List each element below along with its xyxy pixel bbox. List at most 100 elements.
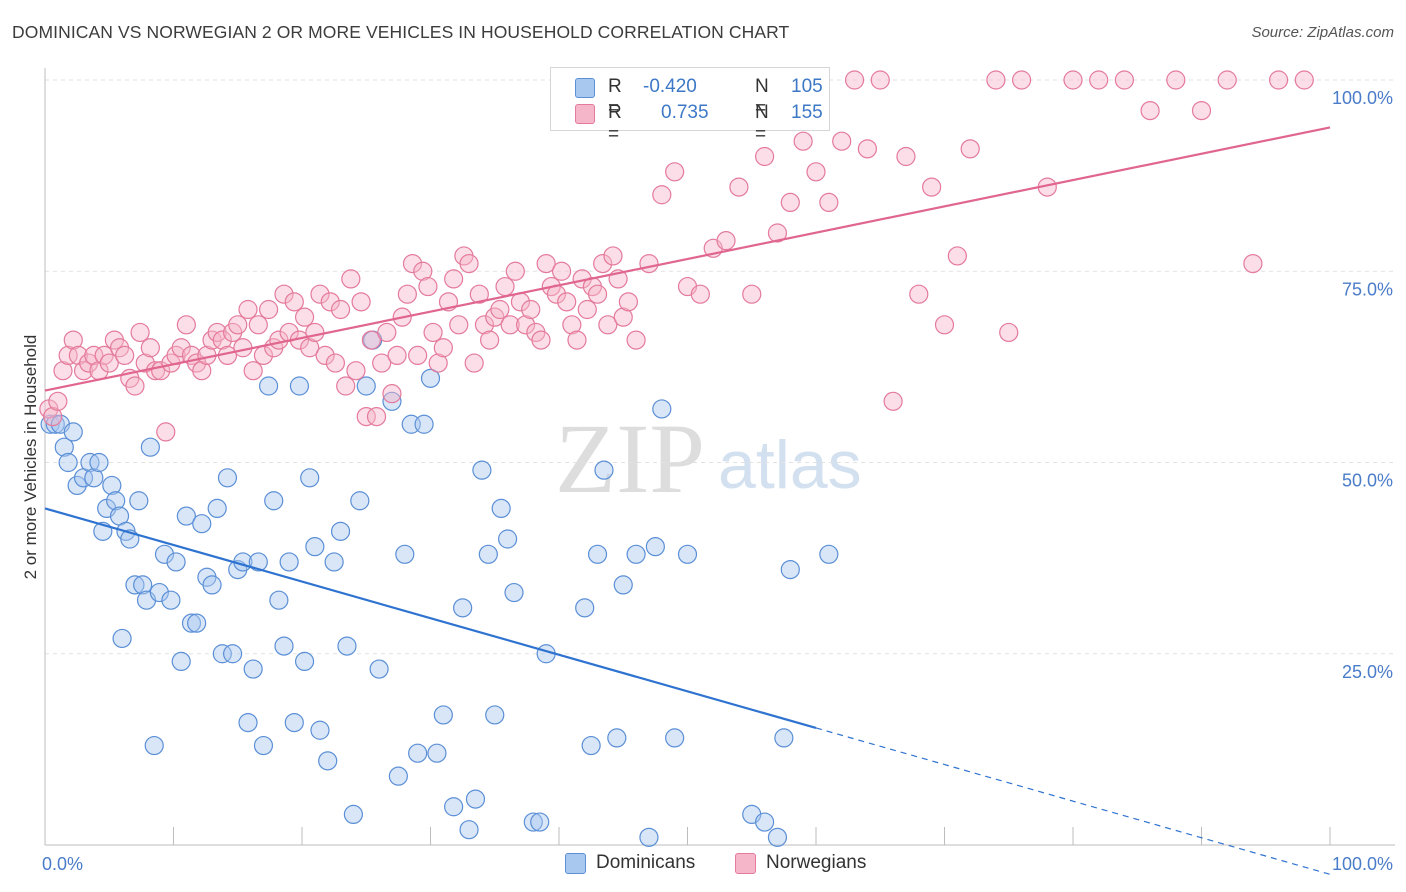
data-point [171,338,191,358]
data-point [530,812,550,832]
data-point [289,376,310,396]
data-point [1217,70,1237,90]
data-point [337,636,357,656]
data-point [372,353,392,373]
data-point [377,322,397,343]
data-point [315,345,335,365]
data-point [922,177,942,197]
watermark: ZIP atlas [555,403,862,514]
data-point [274,636,294,656]
data-point [300,468,320,488]
data-point [767,827,788,847]
data-point [387,345,407,365]
data-point [742,284,762,304]
data-point [504,582,524,603]
data-point [325,353,346,373]
data-point [102,475,122,496]
data-point [819,544,839,564]
data-point [243,361,263,381]
data-point [253,735,274,756]
data-point [320,292,340,312]
data-point [248,552,268,572]
data-point [729,177,749,197]
data-point [474,315,495,335]
data-point [613,307,633,327]
data-point [806,162,826,182]
data-point [361,330,381,350]
data-point [495,276,515,297]
data-point [598,315,618,335]
data-point [536,254,556,274]
data-point [453,598,473,618]
data-point [130,322,150,343]
data-point [652,185,672,205]
y-tick-label: 50.0% [1342,471,1393,491]
data-point [115,345,135,365]
data-point [485,705,505,725]
watermark-zip: ZIP [555,403,705,514]
data-point [844,70,865,90]
data-point [1063,70,1083,90]
data-point [1191,100,1212,121]
data-point [934,315,955,335]
data-point [356,376,376,396]
correlation-legend: R = -0.420 N = 105 R = 0.735 N = 155 [550,67,830,145]
data-point [418,276,438,297]
data-point [382,384,402,404]
data-point [258,299,279,320]
data-point [478,544,498,564]
data-point [515,315,536,335]
data-point [330,521,351,541]
data-point [300,338,320,358]
data-point [896,146,916,167]
data-point [716,231,736,251]
data-point [491,498,511,518]
data-point [626,330,646,350]
data-point [402,254,423,274]
y-axis-label: 2 or more Vehicles in Household [21,335,40,580]
data-point [639,827,659,847]
data-point [264,491,284,511]
legend-n-label: N = [755,76,769,119]
data-point [567,330,587,350]
data-point [1268,70,1289,90]
data-point [156,422,176,442]
data-point [106,491,126,511]
data-point [63,422,83,442]
data-point [144,735,164,756]
data-point [575,598,595,618]
data-point [557,292,577,312]
data-point [269,590,289,610]
data-point [652,399,672,419]
data-point [369,659,389,679]
data-point [587,284,608,304]
data-point [238,712,258,733]
data-point [423,322,443,343]
data-point [388,766,408,786]
data-point [690,284,710,304]
data-point [294,651,315,672]
data-point [767,223,788,243]
data-point [1140,100,1160,121]
data-point [449,315,469,335]
legend-label-norwegians: Norwegians [766,852,867,873]
data-point [68,345,89,365]
data-point [665,728,685,748]
data-point [228,315,248,335]
data-point [48,391,68,411]
data-point [192,514,212,534]
data-point [883,391,903,411]
data-point [754,812,775,832]
data-point [793,131,813,151]
data-point [248,315,268,335]
data-point [413,261,433,281]
data-point [594,460,614,480]
data-point [310,284,330,304]
data-point [171,651,191,672]
y-tick-label: 25.0% [1342,662,1393,682]
data-point [500,315,520,335]
data-point [318,751,338,771]
data-point [258,376,279,396]
watermark-atlas: atlas [718,427,862,503]
data-point [613,575,633,595]
